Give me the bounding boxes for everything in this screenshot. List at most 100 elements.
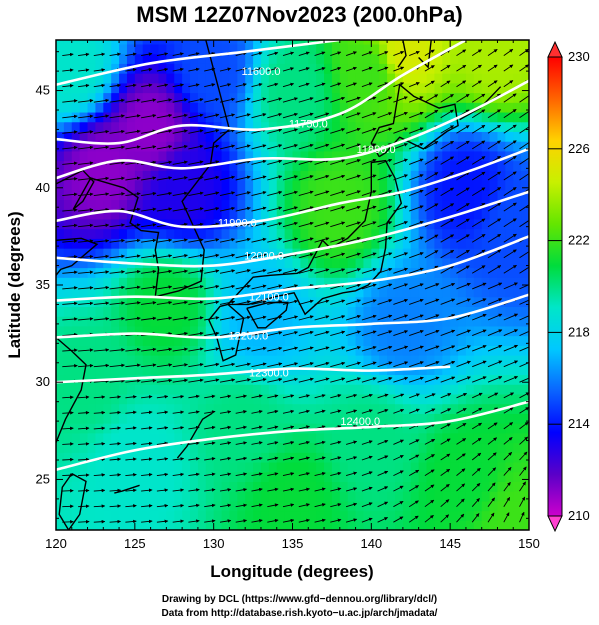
heat-cell [142, 141, 152, 152]
heat-cell [521, 248, 529, 259]
wind-vector [519, 346, 529, 352]
wind-vector [361, 440, 373, 445]
heat-cell [426, 228, 435, 239]
heat-cell [213, 325, 223, 337]
heat-cell [394, 393, 404, 405]
heat-cell [324, 63, 333, 74]
heat-cell [324, 43, 333, 55]
wind-vector [345, 159, 361, 165]
heat-cell [142, 393, 152, 405]
heat-cell [513, 228, 522, 239]
heat-cell [253, 520, 262, 530]
heat-cell [205, 141, 215, 152]
wind-vector [141, 472, 153, 477]
heat-cell [221, 267, 231, 278]
heat-cell [87, 82, 97, 94]
heat-cell [276, 160, 286, 171]
heat-cell [103, 384, 112, 395]
heat-cell [158, 209, 167, 220]
heat-cell [410, 218, 420, 230]
heat-cell [142, 296, 152, 307]
heat-cell [347, 63, 357, 74]
heat-cell [126, 491, 136, 502]
heat-cell [87, 306, 97, 317]
heat-cell [284, 131, 294, 142]
heat-cell [497, 335, 506, 346]
heat-cell [339, 82, 349, 94]
heat-cell [190, 257, 199, 269]
heat-cell [111, 63, 120, 74]
height-contour-line [56, 147, 529, 229]
heat-cell [276, 461, 286, 473]
heat-cell [126, 102, 136, 113]
heat-cell [458, 53, 467, 64]
heat-cell [363, 432, 372, 444]
heat-cell [237, 306, 246, 317]
wind-vector [109, 457, 122, 462]
heat-cell [450, 267, 459, 278]
heat-cell [418, 345, 428, 356]
heat-cell [79, 316, 89, 327]
heat-cell [402, 43, 412, 55]
wind-vector [204, 503, 216, 508]
heat-cell [276, 335, 286, 346]
heat-cell [260, 500, 270, 512]
heat-cell [260, 471, 270, 482]
heat-cell [71, 471, 81, 482]
heat-cell [426, 481, 435, 492]
heat-cell [379, 335, 388, 346]
wind-vector [172, 347, 188, 352]
wind-vector [377, 314, 393, 321]
heat-cell [379, 238, 388, 249]
heat-cell [371, 189, 380, 201]
heat-cell [347, 296, 357, 307]
heat-cell [324, 286, 333, 298]
wind-vector [219, 67, 232, 72]
heat-cell [253, 40, 262, 45]
heat-cell [387, 160, 396, 171]
wind-vector [330, 346, 346, 352]
heat-cell [426, 277, 435, 288]
wind-vector [377, 127, 393, 134]
heat-cell [111, 141, 120, 152]
heat-cell [292, 510, 301, 521]
heat-cell [308, 160, 317, 171]
heat-cell [434, 43, 443, 55]
wind-vector [156, 426, 169, 430]
heat-cell [410, 374, 420, 385]
heat-cell [103, 102, 112, 113]
wind-vector [424, 234, 439, 243]
heat-cell [324, 491, 333, 502]
heat-cell [316, 189, 325, 201]
heat-cell [213, 267, 223, 278]
heat-cell [521, 160, 529, 171]
wind-vector [409, 127, 424, 134]
wind-vector [204, 253, 220, 259]
heat-cell [182, 257, 191, 269]
wind-vector [235, 83, 247, 88]
heat-cell [387, 461, 396, 473]
heat-cell [174, 393, 183, 405]
wind-vector [440, 156, 454, 165]
wind-vector [314, 143, 330, 150]
heat-cell [292, 73, 301, 84]
heat-cell [465, 141, 475, 152]
heat-cell [197, 150, 207, 162]
heat-cell [450, 355, 459, 366]
heat-cell [513, 286, 522, 298]
heat-cell [379, 267, 388, 278]
wind-vector [361, 66, 373, 72]
heat-cell [103, 364, 112, 376]
heat-cell [339, 121, 349, 132]
wind-vector [156, 285, 173, 290]
wind-vector [156, 191, 173, 197]
wind-vector [267, 299, 283, 305]
heat-cell [355, 82, 365, 94]
heat-cell [221, 510, 231, 521]
heat-cell [182, 500, 191, 512]
wind-vector [487, 233, 502, 243]
heat-cell [284, 316, 294, 327]
heat-cell [245, 209, 254, 220]
wind-vector [188, 191, 204, 197]
heat-cell [166, 500, 175, 512]
